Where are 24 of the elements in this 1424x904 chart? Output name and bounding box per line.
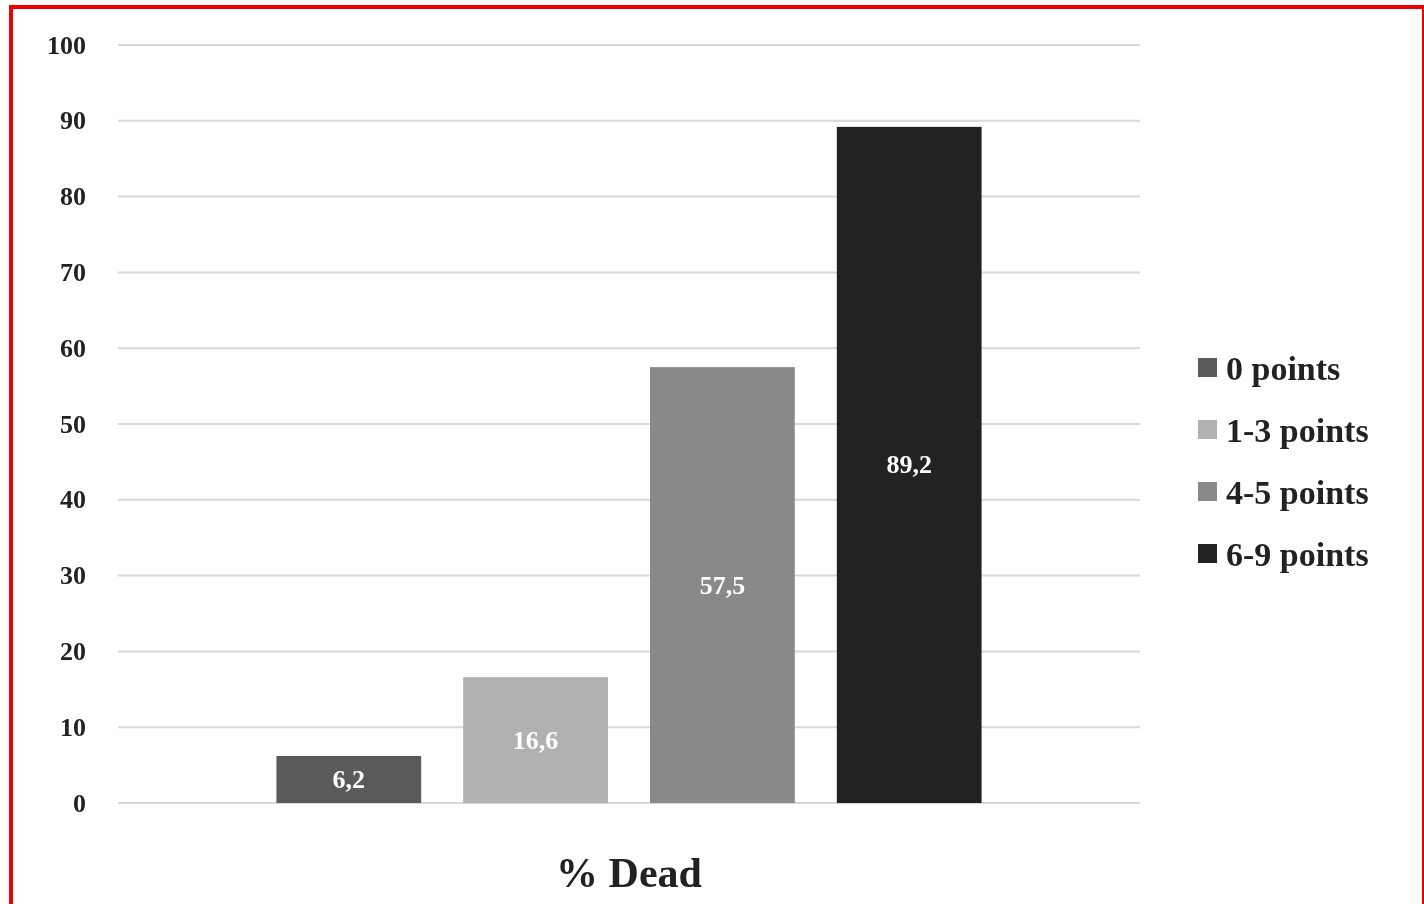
y-tick-label: 30 <box>60 561 86 591</box>
data-label: 89,2 <box>886 450 932 480</box>
y-tick-label: 20 <box>60 636 86 666</box>
bar <box>650 367 795 803</box>
x-tick-label: % Dead <box>556 850 702 896</box>
y-tick-label: 80 <box>60 182 86 212</box>
y-tick-label: 10 <box>60 712 86 742</box>
y-tick-label: 0 <box>73 788 86 818</box>
y-tick-label: 100 <box>47 30 86 60</box>
legend-label: 0 points <box>1226 349 1341 387</box>
y-tick-label: 40 <box>60 485 86 515</box>
bar <box>836 126 982 803</box>
legend-label: 6-9 points <box>1226 535 1369 573</box>
data-label: 16,6 <box>512 725 559 755</box>
y-tick-label: 90 <box>60 106 86 136</box>
bar <box>276 756 422 803</box>
bar <box>463 677 608 803</box>
legend-label: 4-5 points <box>1226 473 1369 511</box>
y-tick-label: 70 <box>60 257 86 287</box>
legend-label: 1-3 points <box>1226 411 1369 449</box>
data-label: 57,5 <box>699 570 746 600</box>
y-tick-label: 50 <box>60 409 86 439</box>
data-label: 6,2 <box>332 765 366 794</box>
y-tick-label: 60 <box>60 333 86 363</box>
